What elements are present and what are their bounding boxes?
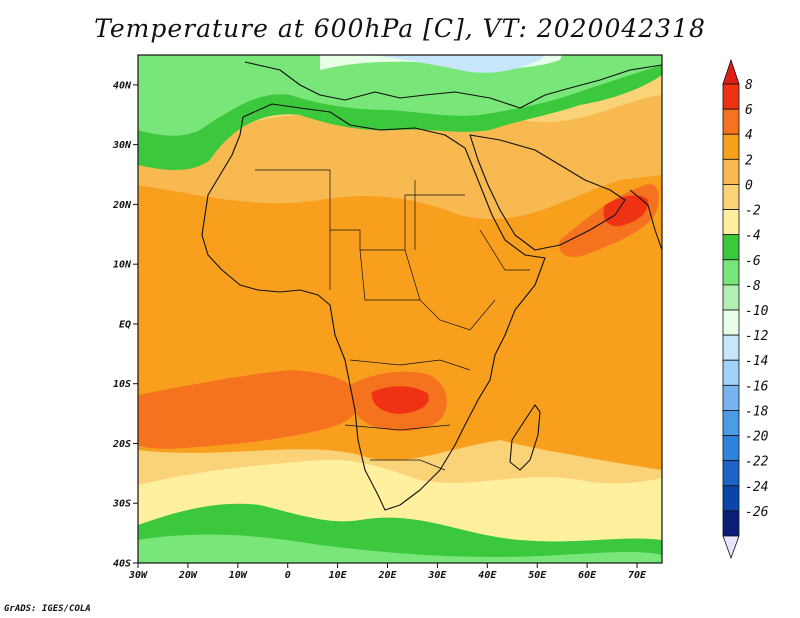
y-tick-label: 20N — [112, 200, 132, 211]
x-tick-label: 10W — [229, 570, 248, 581]
borders — [255, 169, 530, 471]
coastlines — [201, 61, 662, 511]
madagascar-outline — [509, 404, 541, 471]
colorbar: 8 6 4 2 0 -2 -4 -6 -8 -10 -12 -14 -16 -18 -20 -22 -24 -26 — [722, 58, 769, 560]
colorbar-swatch — [722, 435, 740, 462]
x-tick-label: 20W — [178, 570, 198, 581]
field-atlantic-hot — [138, 370, 361, 449]
colorbar-label: -22 — [745, 455, 769, 470]
x-tick-label: 50E — [528, 570, 547, 581]
y-tick-label: 30N — [112, 140, 132, 151]
field-arabian-hottest — [603, 195, 649, 227]
colorbar-swatch — [722, 384, 740, 411]
colorbar-label: -24 — [745, 480, 768, 495]
colorbar-swatch — [722, 234, 740, 261]
colorbar-swatch — [722, 309, 740, 336]
colorbar-label: 8 — [745, 78, 753, 93]
colorbar-label: -20 — [745, 430, 769, 445]
colorbar-label: -8 — [745, 279, 761, 294]
colorbar-label: -10 — [745, 304, 769, 319]
y-tick-label: 10S — [113, 379, 131, 390]
x-tick-label: 20E — [377, 570, 397, 581]
colorbar-swatch — [722, 184, 740, 210]
arabia-outline — [469, 134, 626, 251]
x-tick-label: 40E — [478, 570, 497, 581]
axis-ticks: 30W 20W 10W 0 10E 20E 30E 40E 50E 60E 70E 40N 30N 20N… — [112, 80, 647, 581]
field-europe-light-green — [138, 55, 662, 136]
colorbar-label: -6 — [745, 254, 761, 269]
europe-outline — [244, 61, 662, 109]
colorbar-swatch — [722, 334, 740, 361]
field-zambia-hottest — [371, 386, 429, 414]
y-tick-label: 40N — [113, 80, 132, 91]
colorbar-label: 2 — [745, 153, 753, 168]
colorbar-swatch — [722, 83, 740, 110]
colorbar-swatch — [722, 108, 740, 135]
colorbar-label: -14 — [745, 354, 768, 369]
colorbar-label: -12 — [745, 329, 769, 344]
x-tick-label: 0 — [285, 570, 291, 581]
temperature-field — [138, 55, 662, 563]
field-alps-blue — [370, 55, 545, 73]
map-frame — [137, 54, 663, 564]
colorbar-bottom-arrow — [722, 535, 740, 560]
x-tick-label: 70E — [628, 570, 647, 581]
y-tick-label: 10N — [113, 260, 132, 271]
colorbar-swatch — [722, 485, 740, 512]
colorbar-label: -2 — [745, 204, 761, 219]
y-tick-label: 30S — [112, 499, 131, 510]
x-tick-label: 30E — [427, 570, 447, 581]
field-southern-light-green — [138, 534, 662, 563]
y-tick-label: EQ — [119, 319, 131, 330]
colorbar-label: -16 — [745, 379, 769, 394]
colorbar-swatch — [722, 158, 740, 185]
colorbar-label: -18 — [745, 404, 769, 419]
colorbar-swatch — [722, 259, 740, 286]
grads-credit: GrADS: IGES/COLA — [4, 604, 91, 614]
colorbar-swatch — [722, 410, 740, 436]
colorbar-top-arrow — [722, 58, 740, 85]
india-outline — [629, 189, 662, 251]
x-tick-label: 30W — [128, 570, 148, 581]
y-tick-label: 20S — [112, 439, 131, 450]
colorbar-label: 6 — [745, 103, 753, 118]
colorbar-label: -4 — [745, 229, 761, 244]
colorbar-label: 0 — [745, 178, 753, 193]
colorbar-swatch — [722, 460, 740, 487]
colorbar-swatch — [722, 510, 740, 537]
colorbar-swatch — [722, 284, 740, 311]
colorbar-swatch — [722, 359, 740, 386]
y-tick-label: 40S — [113, 559, 131, 570]
x-tick-label: 60E — [578, 570, 597, 581]
colorbar-label: 4 — [745, 128, 753, 143]
x-tick-label: 10E — [329, 570, 348, 581]
africa-outline — [201, 103, 546, 511]
colorbar-label: -26 — [745, 505, 769, 520]
colorbar-swatch — [722, 209, 740, 236]
chart-title: Temperature at 600hPa [C], VT: 202004231… — [94, 14, 706, 43]
colorbar-swatch — [722, 133, 740, 160]
